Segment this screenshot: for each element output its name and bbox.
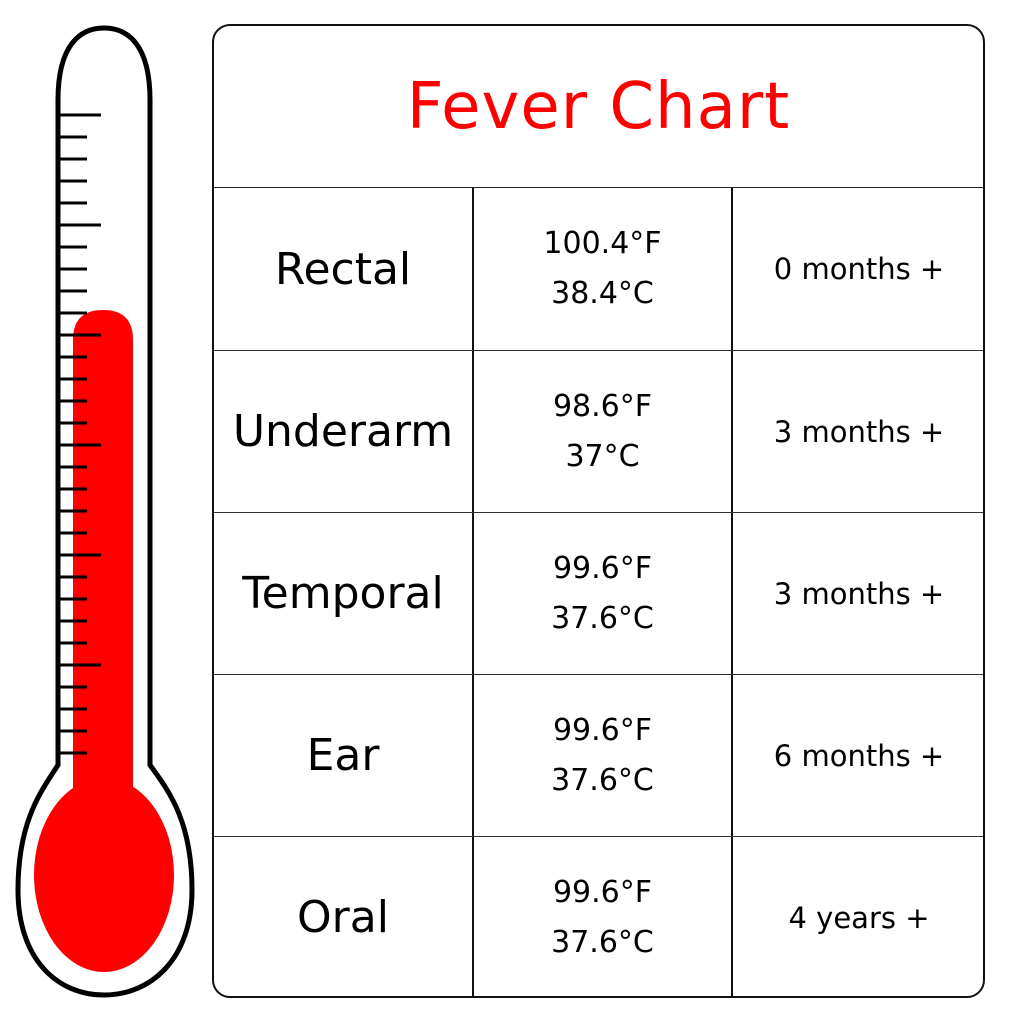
table-row: Temporal 99.6°F 37.6°C 3 months +	[214, 512, 983, 674]
table-row: Underarm 98.6°F 37°C 3 months +	[214, 350, 983, 512]
chart-rows: Rectal 100.4°F 38.4°C 0 months + Underarm 98.…	[214, 188, 983, 996]
age-cell: 3 months +	[731, 351, 983, 512]
age-cell: 6 months +	[731, 675, 983, 836]
thermometer-icon	[15, 25, 195, 998]
temperature-cell: 99.6°F 37.6°C	[472, 513, 731, 674]
thermometer-scale	[60, 113, 101, 755]
age-cell: 3 months +	[731, 513, 983, 674]
fahrenheit-value: 99.6°F	[552, 712, 653, 748]
method-cell: Ear	[306, 730, 380, 781]
method-cell: Rectal	[274, 243, 412, 295]
age-cell: 0 months +	[731, 188, 983, 350]
temperature-cell: 99.6°F 37.6°C	[472, 675, 731, 836]
mercury-bulb	[34, 778, 174, 972]
method-cell: Underarm	[232, 406, 454, 457]
chart-title: Fever Chart	[214, 26, 983, 188]
temperature-cell: 100.4°F 38.4°C	[472, 188, 731, 350]
mercury-column	[73, 310, 133, 790]
fever-chart-table: Fever Chart Rectal 100.4°F 38.4°C 0 months …	[212, 24, 985, 998]
age-cell: 4 years +	[731, 837, 983, 996]
table-row: Oral 99.6°F 37.6°C 4 years +	[214, 836, 983, 996]
method-cell: Temporal	[242, 568, 444, 619]
fahrenheit-value: 98.6°F	[552, 388, 653, 424]
celsius-value: 37°C	[565, 438, 640, 474]
fahrenheit-value: 100.4°F	[543, 226, 662, 261]
temperature-cell: 98.6°F 37°C	[472, 351, 731, 512]
fahrenheit-value: 99.6°F	[552, 874, 653, 910]
celsius-value: 38.4°C	[551, 276, 654, 311]
table-row: Rectal 100.4°F 38.4°C 0 months +	[214, 188, 983, 350]
table-row: Ear 99.6°F 37.6°C 6 months +	[214, 674, 983, 836]
fahrenheit-value: 99.6°F	[552, 550, 653, 586]
temperature-cell: 99.6°F 37.6°C	[472, 837, 731, 996]
celsius-value: 37.6°C	[551, 600, 654, 636]
celsius-value: 37.6°C	[551, 924, 654, 960]
celsius-value: 37.6°C	[551, 762, 654, 798]
method-cell: Oral	[297, 892, 389, 943]
